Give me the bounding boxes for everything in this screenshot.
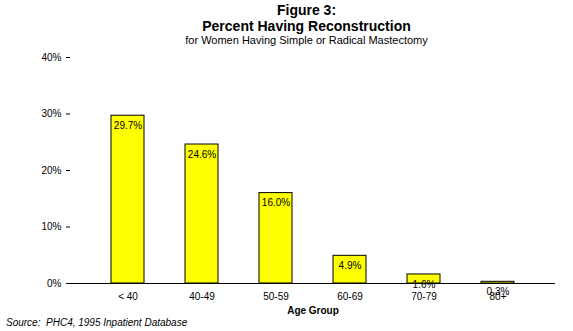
svg-text:4.9%: 4.9% xyxy=(339,260,362,271)
svg-text:< 40: < 40 xyxy=(118,291,138,302)
svg-text:40-49: 40-49 xyxy=(189,291,215,302)
svg-text:70-79: 70-79 xyxy=(411,291,437,302)
svg-text:Age Group: Age Group xyxy=(287,305,339,316)
html-text:for Women Having Simple or Rad: for Women Having Simple or Radical Maste… xyxy=(185,34,428,46)
svg-text:1.6%: 1.6% xyxy=(413,279,436,290)
svg-text:16.0%: 16.0% xyxy=(262,197,290,208)
html-text:Source: PHC4, 1995 Inpatient D: Source: PHC4, 1995 Inpatient Database xyxy=(6,317,188,328)
svg-text:50-59: 50-59 xyxy=(263,291,289,302)
svg-text:20%: 20% xyxy=(41,165,61,176)
html-text:Figure 3: Percent Having Recon: Figure 3: Percent Having Reconstruction xyxy=(202,2,411,34)
svg-text:30%: 30% xyxy=(41,108,61,119)
svg-text:0.3%: 0.3% xyxy=(487,286,510,297)
svg-text:24.6%: 24.6% xyxy=(188,149,216,160)
svg-text:10%: 10% xyxy=(41,221,61,232)
svg-text:29.7%: 29.7% xyxy=(114,120,142,131)
svg-text:0%: 0% xyxy=(47,278,62,289)
svg-text:40%: 40% xyxy=(41,52,61,63)
svg-text:60-69: 60-69 xyxy=(337,291,363,302)
